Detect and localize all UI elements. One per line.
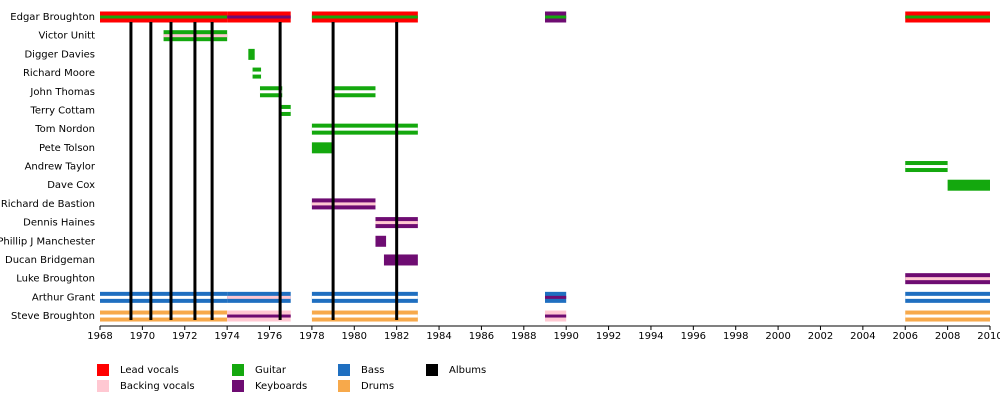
x-tick-label: 1988 xyxy=(511,331,536,342)
member-bar-stripe xyxy=(545,295,567,299)
member-name: Victor Unitt xyxy=(38,31,95,42)
legend-swatch xyxy=(232,380,244,392)
member-bar xyxy=(375,235,387,247)
member-name: Steve Broughton xyxy=(11,311,95,322)
x-tick-label: 1972 xyxy=(172,331,197,342)
member-name: Pete Tolson xyxy=(39,143,95,154)
member-name: Richard de Bastion xyxy=(1,199,95,210)
member-bar-stripe xyxy=(311,15,418,19)
member-name: John Thomas xyxy=(29,87,95,98)
member-bar-stripe xyxy=(333,90,376,94)
member-bar-stripe xyxy=(311,295,418,299)
x-tick-label: 1986 xyxy=(469,331,494,342)
x-tick-label: 1996 xyxy=(681,331,706,342)
x-tick-label: 1990 xyxy=(553,331,578,342)
legend-swatch xyxy=(338,380,350,392)
member-bar-stripe xyxy=(545,314,567,318)
member-name: Arthur Grant xyxy=(32,292,95,303)
member-name: Luke Broughton xyxy=(16,274,95,285)
member-bar-stripe xyxy=(905,314,990,318)
member-name: Andrew Taylor xyxy=(25,162,96,173)
x-tick-label: 2006 xyxy=(893,331,918,342)
member-bar-stripe xyxy=(280,108,291,112)
legend-label: Backing vocals xyxy=(120,381,195,392)
x-tick-label: 1994 xyxy=(638,331,663,342)
member-bar-stripe xyxy=(100,295,228,299)
x-tick-label: 1992 xyxy=(596,331,621,342)
x-tick-label: 1998 xyxy=(723,331,748,342)
member-bar-stripe xyxy=(311,127,418,131)
member-bar xyxy=(248,48,255,60)
legend-label: Bass xyxy=(361,365,384,376)
legend-swatch xyxy=(232,364,244,376)
member-bar-stripe xyxy=(259,90,283,94)
member-bar-stripe xyxy=(905,295,990,299)
member-bar-stripe xyxy=(227,15,291,19)
member-name: Digger Davies xyxy=(24,49,95,60)
member-bar-stripe xyxy=(227,314,291,318)
member-bar-stripe xyxy=(252,71,262,75)
member-bar xyxy=(383,254,418,266)
member-name: Dave Cox xyxy=(47,180,95,191)
x-tick-label: 1984 xyxy=(426,331,451,342)
member-bar-stripe xyxy=(311,314,418,318)
legend-label: Guitar xyxy=(255,365,287,376)
legend-label: Lead vocals xyxy=(120,365,179,376)
x-tick-label: 2004 xyxy=(850,331,875,342)
x-tick-label: 1982 xyxy=(384,331,409,342)
x-tick-label: 1978 xyxy=(299,331,324,342)
member-bar-stripe xyxy=(545,15,567,19)
member-bar-stripe xyxy=(905,277,990,281)
member-bar-stripe xyxy=(905,165,948,169)
member-bar-stripe xyxy=(100,314,228,318)
legend-label: Drums xyxy=(361,381,394,392)
x-tick-label: 1970 xyxy=(130,331,155,342)
member-bar xyxy=(311,142,334,154)
x-tick-label: 1974 xyxy=(214,331,239,342)
x-tick-label: 2000 xyxy=(765,331,790,342)
legend-swatch xyxy=(338,364,350,376)
member-name: Edgar Broughton xyxy=(10,12,95,23)
x-tick-label: 1976 xyxy=(257,331,282,342)
member-name: Tom Nordon xyxy=(34,124,95,135)
legend-swatch xyxy=(97,380,109,392)
x-tick-label: 1980 xyxy=(342,331,367,342)
member-name: Richard Moore xyxy=(23,68,95,79)
member-bar-stripe xyxy=(227,295,291,299)
legend-label: Albums xyxy=(449,365,486,376)
legend-swatch xyxy=(426,364,438,376)
member-name: Ducan Bridgeman xyxy=(5,255,95,266)
x-tick-label: 2002 xyxy=(808,331,833,342)
x-tick-label: 2008 xyxy=(935,331,960,342)
legend-label: Keyboards xyxy=(255,381,307,392)
member-name: Terry Cottam xyxy=(29,105,95,116)
member-bar xyxy=(947,179,990,191)
member-bar-stripe xyxy=(311,202,376,206)
x-tick-label: 1968 xyxy=(87,331,112,342)
member-name: Phillip J Manchester xyxy=(0,236,96,247)
member-bar-stripe xyxy=(100,15,228,19)
x-tick-label: 2010 xyxy=(977,331,1000,342)
member-bar-stripe xyxy=(905,15,990,19)
member-name: Dennis Haines xyxy=(23,218,95,229)
legend-swatch xyxy=(97,364,109,376)
